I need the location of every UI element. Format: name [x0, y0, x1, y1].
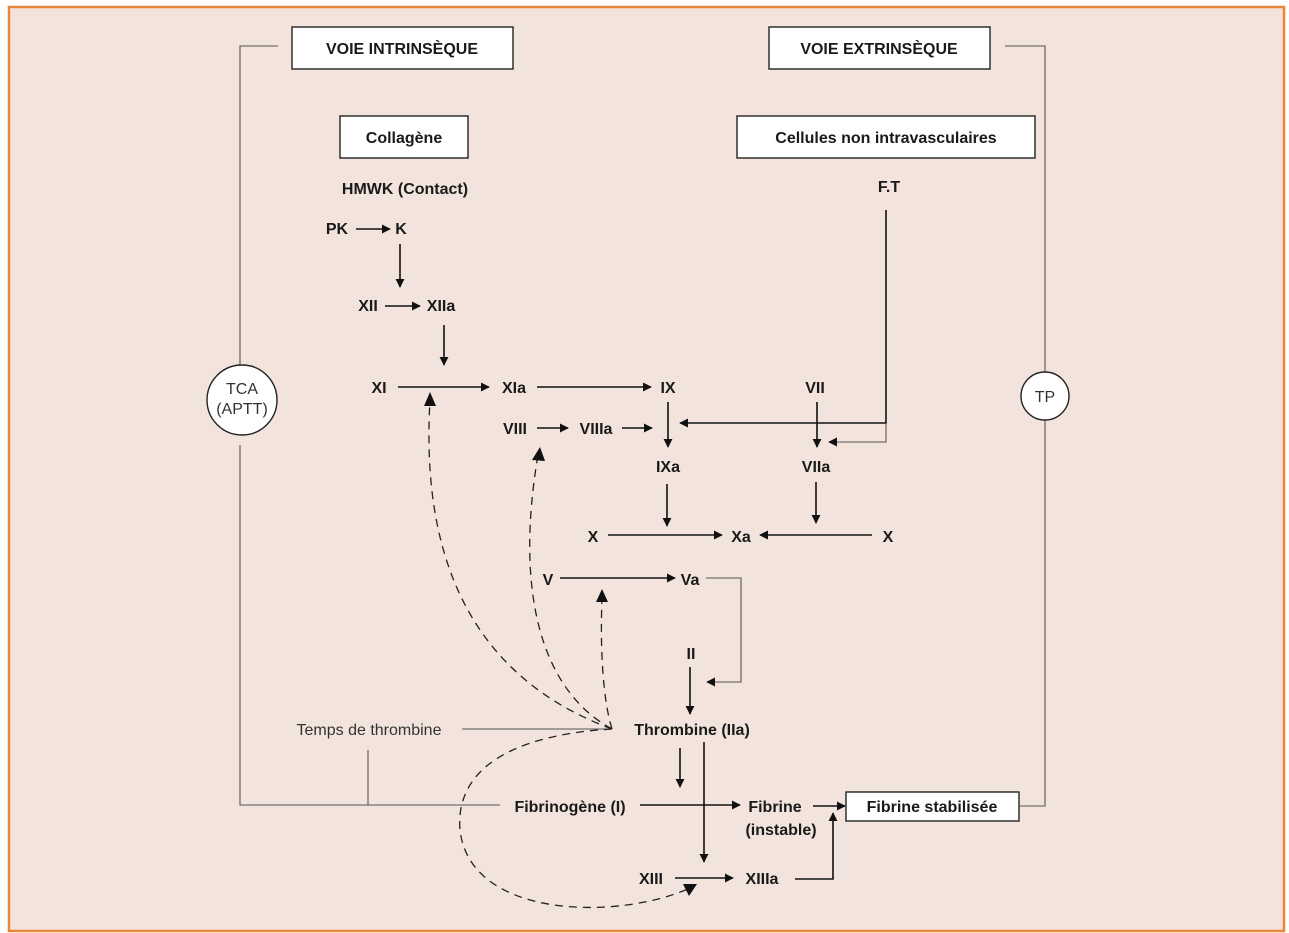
- node-xiii: XIII: [639, 871, 663, 888]
- cells-box: [736, 115, 1036, 159]
- node-vii: VII: [805, 380, 825, 397]
- node-v: V: [543, 572, 554, 589]
- node-xii: XII: [358, 298, 378, 315]
- intrinsic-box: [291, 26, 514, 70]
- cascade-arrows: [356, 210, 887, 883]
- node-thrombin: Thrombine (IIa): [634, 722, 750, 739]
- collagen-box: [339, 115, 469, 159]
- intrinsic-frame: [239, 45, 500, 806]
- aptt-label: (APTT): [216, 401, 268, 418]
- node-ft: F.T: [878, 179, 900, 196]
- collagen-label: Collagène: [366, 130, 443, 147]
- node-viia: VIIa: [802, 459, 831, 476]
- node-k: K: [395, 221, 407, 238]
- node-fibrin-unstable: (instable): [745, 822, 816, 839]
- extrinsic-box: [768, 26, 991, 70]
- node-ixa: IXa: [656, 459, 680, 476]
- extrinsic-label: VOIE EXTRINSÈQUE: [800, 39, 958, 58]
- tp-circle: [1020, 371, 1070, 421]
- node-fibrinogen: Fibrinogène (I): [514, 799, 625, 816]
- node-xia: XIa: [502, 380, 526, 397]
- node-va: Va: [681, 572, 700, 589]
- node-hmwk: HMWK (Contact): [342, 181, 468, 198]
- node-viiia: VIIIa: [580, 421, 613, 438]
- node-xi: XI: [371, 380, 386, 397]
- thrombin-time-label: Temps de thrombine: [297, 722, 442, 739]
- fibrin-stabilized-box: [845, 791, 1020, 822]
- node-x-right: X: [883, 529, 894, 546]
- node-x-left: X: [588, 529, 599, 546]
- node-viii: VIII: [503, 421, 527, 438]
- feedback-arrows: [424, 392, 697, 909]
- node-ix: IX: [660, 380, 675, 397]
- node-pk: PK: [326, 221, 349, 238]
- diagram-panel: [7, 5, 1286, 933]
- node-fibrin: Fibrine: [748, 799, 801, 816]
- node-xiiia: XIIIa: [746, 871, 779, 888]
- extrinsic-frame: [1005, 45, 1046, 807]
- tp-label: TP: [1035, 389, 1055, 406]
- node-xa: Xa: [731, 529, 751, 546]
- tca-label: TCA: [226, 381, 258, 398]
- tca-circle: [206, 364, 278, 436]
- fibrin-stabilized-label: Fibrine stabilisée: [867, 799, 998, 816]
- node-ii: II: [687, 646, 696, 663]
- intrinsic-label: VOIE INTRINSÈQUE: [326, 39, 478, 58]
- cells-label: Cellules non intravasculaires: [775, 130, 997, 147]
- node-xiia: XIIa: [427, 298, 456, 315]
